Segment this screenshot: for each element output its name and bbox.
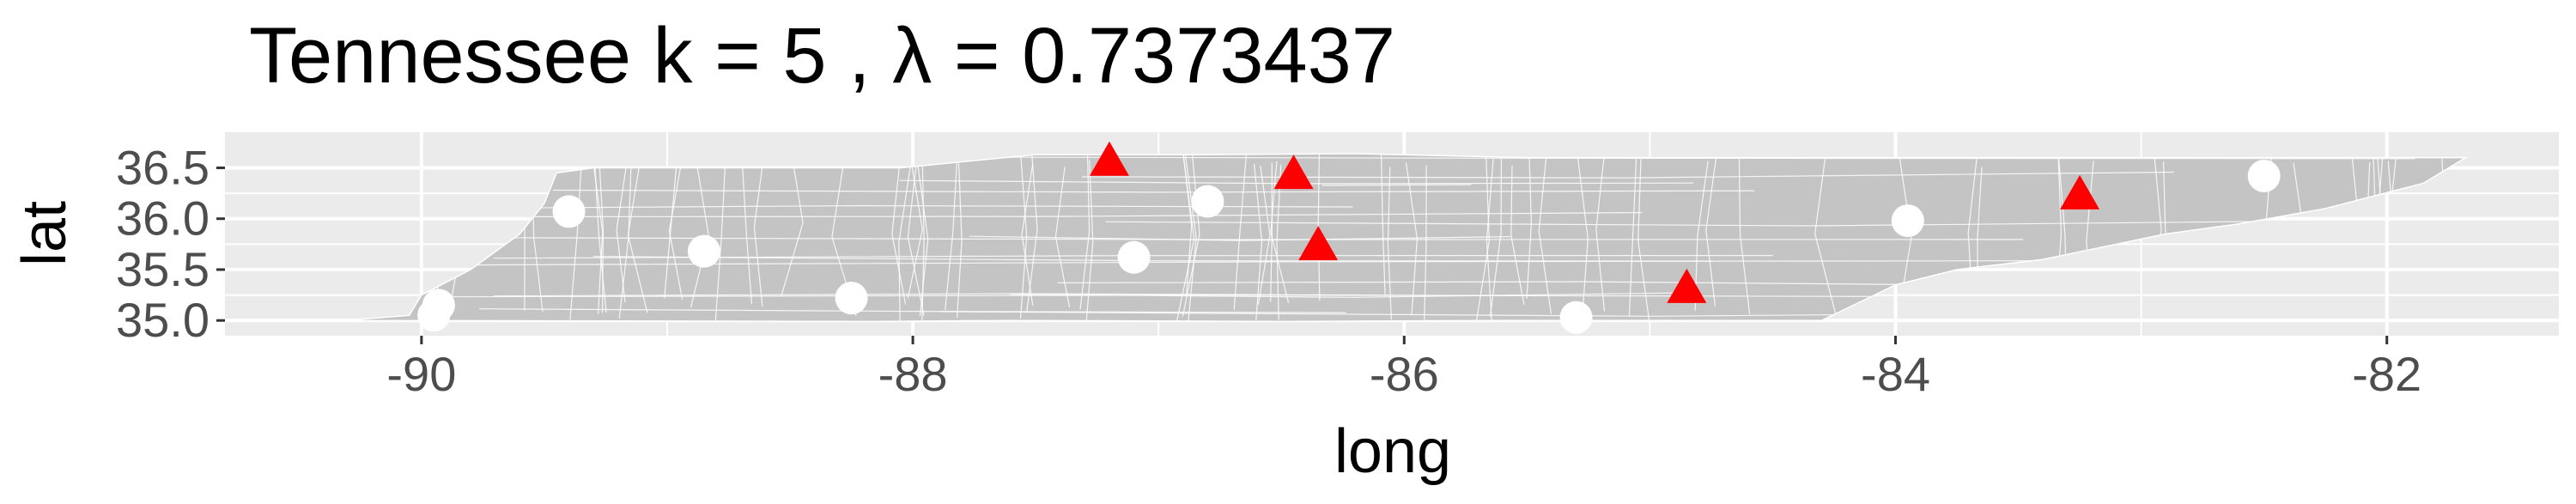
data-points	[417, 141, 2281, 334]
chart-title: Tennessee k = 5 , λ = 0.7373437	[249, 12, 1395, 100]
y-tick-label: 35.5	[116, 242, 210, 296]
x-tick-label: -84	[1861, 347, 1930, 401]
y-tick-label: 36.5	[116, 140, 210, 194]
data-point-circle	[2247, 159, 2281, 192]
data-point-circle	[417, 299, 451, 332]
data-point-circle	[1559, 301, 1593, 334]
x-tick-label: -86	[1370, 347, 1439, 401]
tennessee-shape	[345, 153, 2466, 322]
data-point-circle	[835, 282, 868, 315]
x-axis-title: long	[1334, 417, 1451, 486]
y-tick-label: 36.0	[116, 191, 210, 246]
x-tick-label: -88	[878, 347, 948, 401]
y-axis-title: lat	[10, 201, 79, 266]
state-border	[345, 153, 2468, 323]
y-tick-label: 35.0	[116, 293, 210, 347]
x-tick-label: -90	[386, 347, 456, 401]
data-point-circle	[1191, 185, 1224, 218]
data-point-circle	[687, 234, 720, 268]
center-triangle-marker	[2060, 174, 2100, 209]
x-tick-label: -82	[2352, 347, 2421, 401]
center-triangle-marker	[1667, 268, 1707, 303]
center-triangle-marker	[1298, 226, 1339, 261]
center-triangle-marker	[1273, 155, 1314, 190]
data-point-circle	[1891, 204, 1924, 238]
axes: -90 -88 -86 -84 -82 35.035.536.036.5	[116, 140, 2421, 401]
center-triangle-marker	[1089, 141, 1129, 176]
data-point-circle	[1117, 240, 1151, 274]
data-point-circle	[552, 195, 586, 228]
